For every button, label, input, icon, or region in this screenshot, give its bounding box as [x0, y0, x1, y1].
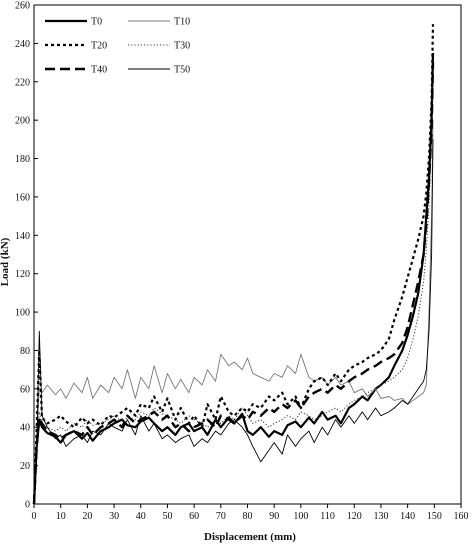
y-tick-label: 40: [20, 423, 30, 434]
series-line-t50: [33, 139, 434, 505]
x-tick-label: 0: [32, 511, 37, 522]
y-tick-label: 60: [20, 384, 30, 395]
x-tick-label: 70: [216, 511, 226, 522]
y-tick-label: 260: [15, 1, 30, 12]
x-axis: 0 10 20 30 40 50 60 70 80 90 100 110 120 130 140 150 160: [32, 504, 469, 522]
legend-label-t40: T40: [91, 65, 107, 76]
y-tick-label: 120: [15, 269, 30, 280]
series-line-t0: [32, 52, 435, 505]
x-tick-label: 100: [293, 511, 308, 522]
y-tick-label: 220: [15, 77, 30, 88]
y-axis: 0 20 40 60 80 100 120 140 160 180 200 220 240 260: [15, 1, 38, 511]
x-tick-label: 160: [454, 511, 469, 522]
x-tick-label: 90: [269, 511, 279, 522]
y-tick-label: 240: [15, 39, 30, 50]
legend-label-t20: T20: [91, 41, 107, 52]
y-tick-label: 140: [15, 231, 30, 242]
series-line-t10: [33, 120, 434, 505]
x-axis-title: Displacement (mm): [204, 531, 296, 543]
x-tick-label: 30: [109, 511, 119, 522]
x-tick-label: 150: [427, 511, 442, 522]
series-layer: [32, 24, 435, 505]
y-tick-label: 80: [20, 346, 30, 357]
legend-label-t10: T10: [174, 17, 190, 28]
x-tick-label: 20: [82, 511, 92, 522]
y-tick-label: 180: [15, 154, 30, 165]
x-tick-label: 40: [136, 511, 146, 522]
legend-label-t50: T50: [174, 65, 190, 76]
legend: T0 T10 T20 T30 T40 T50: [45, 17, 190, 76]
series-line-t20: [32, 24, 435, 505]
x-tick-label: 80: [243, 511, 253, 522]
y-tick-label: 20: [20, 461, 30, 472]
legend-label-t30: T30: [174, 41, 190, 52]
x-tick-label: 50: [162, 511, 172, 522]
y-tick-label: 0: [25, 500, 30, 511]
series-line-t30: [33, 72, 434, 505]
x-tick-label: 140: [400, 511, 415, 522]
y-tick-label: 160: [15, 192, 30, 203]
y-axis-title: Load (kN): [0, 237, 11, 286]
x-tick-label: 110: [320, 511, 335, 522]
x-tick-label: 130: [373, 511, 388, 522]
y-tick-label: 200: [15, 116, 30, 127]
x-tick-label: 60: [189, 511, 199, 522]
legend-label-t0: T0: [91, 17, 102, 28]
y-tick-label: 100: [15, 308, 30, 319]
x-tick-label: 120: [347, 511, 362, 522]
x-tick-label: 10: [56, 511, 66, 522]
